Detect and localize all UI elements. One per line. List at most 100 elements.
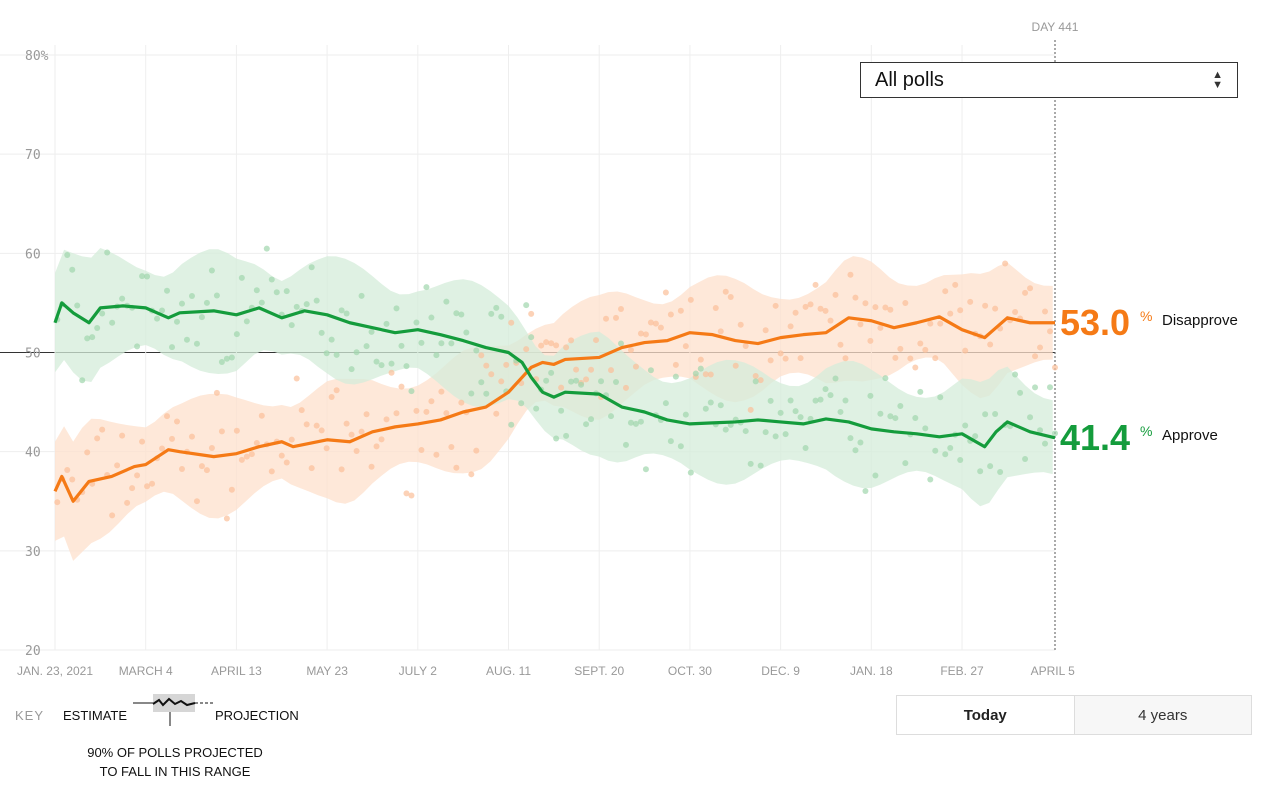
x-tick-label: APRIL 5 bbox=[1031, 664, 1076, 678]
poll-dot bbox=[423, 284, 430, 291]
poll-dot bbox=[258, 299, 265, 306]
poll-dot bbox=[418, 446, 425, 453]
poll-dot bbox=[882, 375, 889, 382]
poll-dot bbox=[203, 299, 210, 306]
poll-dot bbox=[847, 271, 854, 278]
today-button[interactable]: Today bbox=[897, 696, 1075, 734]
y-tick-label: 30 bbox=[25, 545, 41, 560]
poll-dot bbox=[987, 463, 994, 470]
four-years-button[interactable]: 4 years bbox=[1074, 696, 1251, 734]
axis-ticks: 80% 70 60 50 40 30 20 JAN. 23, 2021 MARCH 4 APRIL… bbox=[17, 20, 1079, 678]
poll-dot bbox=[283, 459, 290, 466]
poll-dot bbox=[233, 331, 240, 338]
poll-dot bbox=[752, 378, 759, 385]
poll-dot bbox=[812, 281, 819, 288]
poll-dot bbox=[253, 440, 260, 447]
poll-dot bbox=[333, 387, 340, 394]
poll-dot bbox=[74, 302, 81, 309]
poll-dot bbox=[932, 355, 939, 362]
poll-dot bbox=[488, 371, 495, 378]
poll-dot bbox=[987, 341, 994, 348]
poll-dot bbox=[792, 309, 799, 316]
poll-dot bbox=[652, 320, 659, 327]
poll-dot bbox=[144, 483, 151, 490]
poll-dot bbox=[149, 480, 156, 487]
x-tick-label: FEB. 27 bbox=[940, 664, 984, 678]
poll-dot bbox=[722, 288, 729, 295]
poll-dot bbox=[358, 428, 365, 435]
poll-dot bbox=[159, 307, 166, 314]
poll-dot bbox=[608, 367, 615, 374]
poll-dot bbox=[243, 318, 250, 325]
disapprove-line bbox=[53, 315, 1055, 503]
percent-sign: % bbox=[1140, 423, 1152, 439]
poll-dot bbox=[393, 410, 400, 417]
poll-dot bbox=[573, 377, 580, 384]
poll-dot bbox=[173, 418, 180, 425]
poll-dot bbox=[393, 305, 400, 312]
poll-dot bbox=[637, 330, 644, 337]
poll-dot bbox=[373, 443, 380, 450]
poll-dot bbox=[398, 383, 405, 390]
poll-dot bbox=[94, 324, 101, 331]
poll-dot bbox=[957, 307, 964, 314]
poll-dot bbox=[832, 375, 839, 382]
poll-dot bbox=[632, 363, 639, 370]
poll-dot bbox=[1042, 440, 1049, 447]
time-range-toggle: Today 4 years bbox=[896, 695, 1252, 735]
poll-dot bbox=[947, 444, 954, 451]
poll-dot bbox=[917, 340, 924, 347]
poll-dot bbox=[563, 344, 570, 351]
poll-dot bbox=[368, 328, 375, 335]
poll-dot bbox=[453, 310, 460, 317]
disapprove-band bbox=[55, 256, 1053, 561]
poll-dot bbox=[99, 310, 106, 317]
poll-dot bbox=[328, 394, 335, 401]
poll-dot bbox=[403, 363, 410, 370]
poll-dot bbox=[782, 355, 789, 362]
poll-dot bbox=[508, 319, 515, 326]
poll-dot bbox=[69, 476, 76, 483]
poll-dot bbox=[862, 300, 869, 307]
poll-dot bbox=[912, 415, 919, 422]
poll-dot bbox=[198, 314, 205, 321]
poll-dot bbox=[114, 462, 121, 469]
poll-dot bbox=[203, 467, 210, 474]
poll-dot bbox=[228, 486, 235, 493]
x-tick-label: APRIL 13 bbox=[211, 664, 262, 678]
poll-dot bbox=[318, 427, 325, 434]
poll-filter-dropdown[interactable]: All polls ▲ ▼ bbox=[860, 62, 1238, 98]
poll-dot bbox=[338, 307, 345, 314]
poll-dot bbox=[363, 343, 370, 350]
poll-dot bbox=[787, 323, 794, 330]
poll-dot bbox=[767, 357, 774, 364]
poll-dot bbox=[807, 301, 814, 308]
poll-dot bbox=[1052, 364, 1058, 371]
x-tick-label: JAN. 23, 2021 bbox=[17, 664, 93, 678]
y-tick-label: 40 bbox=[25, 446, 41, 461]
poll-dot bbox=[223, 515, 230, 522]
poll-dot bbox=[193, 340, 200, 347]
poll-dot bbox=[353, 448, 360, 455]
poll-dot bbox=[388, 360, 395, 367]
poll-dot bbox=[777, 409, 784, 416]
poll-dot bbox=[757, 377, 764, 384]
poll-dot bbox=[852, 447, 859, 454]
poll-dot bbox=[927, 320, 934, 327]
poll-dot bbox=[448, 443, 455, 450]
approve-value: 41.4 bbox=[1060, 417, 1130, 458]
poll-dot bbox=[1027, 414, 1034, 421]
x-tick-label: JULY 2 bbox=[399, 664, 438, 678]
poll-dot bbox=[283, 288, 290, 295]
poll-dot bbox=[802, 303, 809, 310]
poll-dot bbox=[912, 364, 919, 371]
poll-dot bbox=[697, 356, 704, 363]
poll-dot bbox=[992, 411, 999, 418]
poll-dot bbox=[378, 362, 385, 369]
poll-dot bbox=[827, 392, 834, 399]
approve-band bbox=[55, 248, 1053, 507]
poll-dot bbox=[313, 422, 320, 429]
poll-dot bbox=[717, 402, 724, 409]
poll-dot bbox=[837, 408, 844, 415]
poll-dot bbox=[258, 412, 265, 419]
